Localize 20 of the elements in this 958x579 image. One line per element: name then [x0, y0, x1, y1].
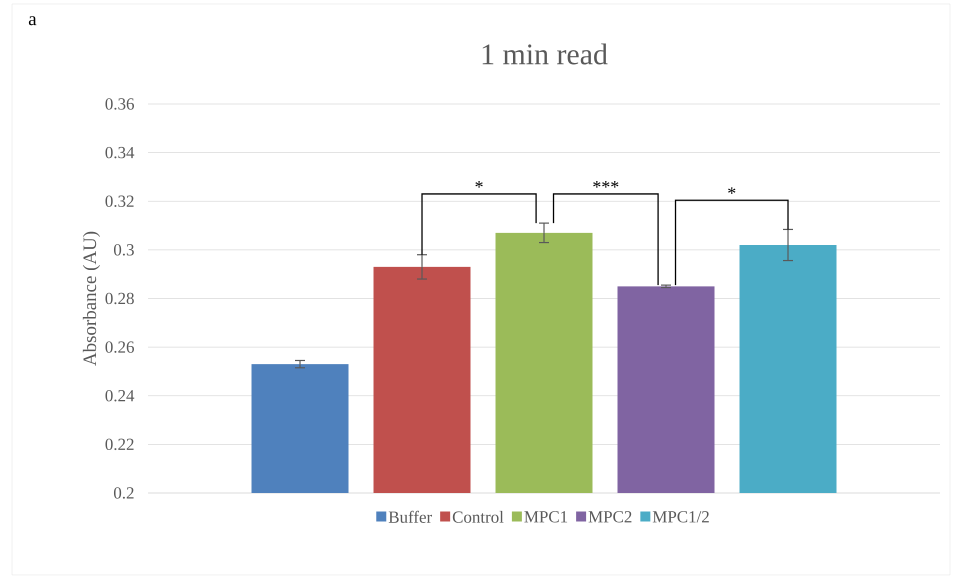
y-tick-label: 0.22 [105, 438, 134, 450]
legend-label: MPC1/2 [652, 511, 709, 523]
legend-label: MPC2 [588, 511, 632, 523]
y-tick-label: 0.26 [105, 341, 134, 353]
y-tick-label: 0.2 [114, 487, 134, 499]
text: a [28, 16, 36, 26]
legend-label: Control [452, 510, 504, 523]
chart-title: 1 min read [482, 43, 608, 64]
annotation: * [475, 180, 483, 188]
annotation: *** [593, 180, 618, 188]
y-tick-label: 0.28 [105, 292, 134, 304]
y-axis-title: Absorbance (AU) [82, 232, 100, 366]
y-tick-label: 0.3 [114, 244, 134, 256]
y-tick-label: 0.24 [105, 390, 134, 402]
legend-label: Buffer [388, 510, 432, 523]
y-tick-label: 0.34 [105, 146, 134, 158]
y-tick-label: 0.32 [105, 195, 134, 207]
annotation: * [728, 187, 736, 194]
y-tick-label: 0.36 [105, 98, 134, 110]
legend-label: MPC1 [524, 511, 568, 523]
